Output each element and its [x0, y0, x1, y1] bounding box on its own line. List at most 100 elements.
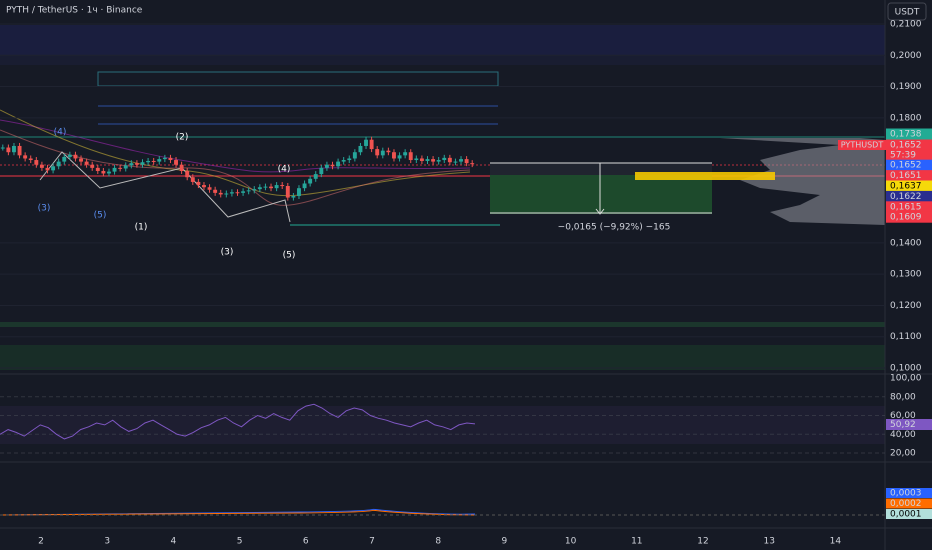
- candle: [34, 160, 39, 165]
- macd-badge: [886, 488, 932, 498]
- time-tick-label: 14: [830, 537, 842, 547]
- wave-label: (3): [221, 248, 234, 258]
- candle: [229, 192, 234, 194]
- candle: [162, 157, 167, 160]
- candle: [202, 185, 206, 188]
- candle: [56, 161, 61, 167]
- price-badge-label: 0,1609: [890, 213, 922, 223]
- rsi-tick-label: 60,00: [890, 411, 916, 421]
- candle: [291, 196, 296, 198]
- currency-label[interactable]: USDT: [895, 8, 920, 18]
- candle: [134, 163, 139, 165]
- candle: [336, 161, 341, 167]
- candle: [419, 158, 424, 161]
- wave-label: (4): [54, 128, 67, 138]
- candle: [51, 166, 56, 171]
- rsi-band: [0, 406, 885, 444]
- candle: [408, 152, 413, 161]
- candle: [73, 154, 78, 159]
- candle: [442, 157, 447, 161]
- time-tick-label: 12: [697, 537, 708, 547]
- symbol-title: PYTH / TetherUS · 1ч · Binance: [6, 6, 143, 16]
- price-badge-label: 0,1622: [890, 192, 922, 202]
- candle: [101, 170, 106, 174]
- candle: [319, 167, 324, 175]
- candle: [263, 186, 268, 188]
- candle: [397, 155, 402, 159]
- price-badge: [886, 201, 932, 213]
- candle: [324, 164, 329, 168]
- volume-profile: [720, 138, 885, 225]
- candle: [224, 193, 229, 195]
- candle: [252, 189, 257, 191]
- wave-label: (1): [135, 223, 148, 233]
- candle: [297, 188, 301, 196]
- time-tick-label: 6: [303, 537, 309, 547]
- candle: [347, 158, 352, 161]
- candle: [45, 167, 50, 171]
- symbol-badge: [838, 140, 886, 150]
- price-badge: [886, 170, 932, 182]
- time-tick-label: 4: [171, 537, 177, 547]
- candle: [380, 150, 385, 156]
- candle: [129, 163, 134, 166]
- candle: [140, 162, 145, 165]
- candle: [123, 165, 128, 169]
- candle: [179, 164, 184, 171]
- candle: [174, 160, 178, 165]
- zone-box: [97, 71, 499, 87]
- candle: [280, 185, 285, 187]
- price-tick-label: 0,1200: [890, 301, 922, 311]
- candle: [6, 147, 11, 153]
- candle: [392, 152, 396, 159]
- candle: [213, 189, 218, 193]
- candle: [95, 167, 100, 171]
- price-tick-label: 0,1900: [890, 82, 922, 92]
- candle: [17, 145, 22, 156]
- candle: [241, 191, 246, 193]
- macd-badge: [886, 498, 932, 509]
- time-tick-label: 3: [104, 537, 110, 547]
- moving-average: [0, 119, 471, 173]
- candle: [447, 157, 452, 163]
- rsi-line: [0, 403, 476, 440]
- candle: [62, 156, 67, 162]
- price-tick-label: 0,1800: [890, 113, 922, 123]
- macd-badge-label: 0,0001: [890, 510, 922, 520]
- candle: [459, 159, 463, 162]
- macd-badge-label: 0,0002: [890, 499, 922, 509]
- candle: [386, 150, 391, 153]
- measure-arrow: [595, 208, 605, 215]
- candle: [358, 145, 363, 153]
- candle: [285, 185, 290, 198]
- candle: [274, 185, 279, 189]
- currency-button[interactable]: [887, 2, 927, 21]
- candle: [0, 147, 5, 149]
- candle: [352, 152, 357, 159]
- time-tick-label: 10: [565, 537, 577, 547]
- time-tick-label: 9: [502, 537, 508, 547]
- candle: [107, 171, 111, 174]
- price-badge: [886, 159, 932, 171]
- candle: [196, 181, 201, 186]
- macd-badge: [886, 509, 932, 519]
- price-badge: [886, 139, 932, 151]
- candle: [302, 183, 307, 189]
- candle: [12, 145, 16, 153]
- zone: [0, 345, 885, 370]
- time-tick-label: 8: [435, 537, 441, 547]
- wave-label: (2): [176, 133, 189, 143]
- wave-label: (5): [94, 211, 107, 221]
- candle: [118, 167, 123, 169]
- time-tick-label: 13: [763, 537, 774, 547]
- macd-badge-label: 0,0003: [890, 489, 922, 499]
- candle: [369, 139, 374, 150]
- candle: [470, 163, 475, 165]
- candle: [112, 167, 117, 172]
- price-tick-label: 0,1300: [890, 270, 922, 280]
- candle: [425, 159, 430, 161]
- candle: [246, 190, 251, 192]
